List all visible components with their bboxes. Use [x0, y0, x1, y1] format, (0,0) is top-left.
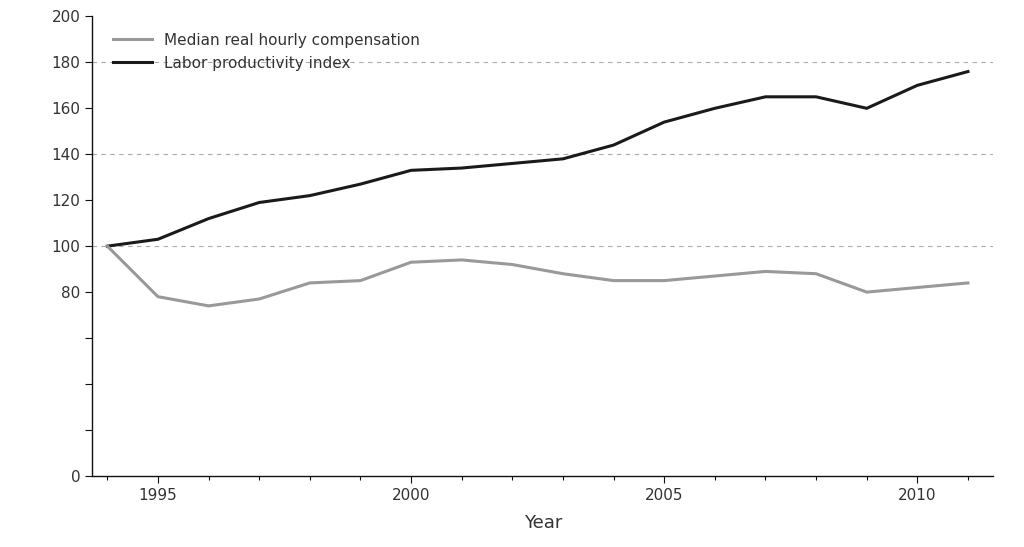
Median real hourly compensation [203, 302, 215, 309]
Median real hourly compensation [760, 268, 772, 275]
Median real hourly compensation [709, 273, 721, 280]
Median real hourly compensation [101, 243, 114, 249]
Median real hourly compensation [456, 257, 468, 263]
Labor productivity index [860, 105, 872, 112]
Labor productivity index [152, 236, 164, 242]
Labor productivity index [607, 142, 620, 148]
Median real hourly compensation [607, 277, 620, 284]
Median real hourly compensation [506, 261, 518, 268]
Median real hourly compensation [860, 289, 872, 295]
Median real hourly compensation [911, 284, 924, 291]
Labor productivity index [404, 167, 417, 173]
X-axis label: Year: Year [523, 514, 562, 532]
Labor productivity index [557, 155, 569, 162]
Labor productivity index [760, 94, 772, 100]
Labor productivity index [101, 243, 114, 249]
Median real hourly compensation [810, 270, 822, 277]
Legend: Median real hourly compensation, Labor productivity index: Median real hourly compensation, Labor p… [109, 28, 424, 75]
Line: Median real hourly compensation: Median real hourly compensation [108, 246, 968, 306]
Median real hourly compensation [404, 259, 417, 265]
Labor productivity index [253, 199, 265, 206]
Median real hourly compensation [304, 280, 316, 286]
Labor productivity index [962, 68, 974, 75]
Median real hourly compensation [962, 280, 974, 286]
Labor productivity index [709, 105, 721, 112]
Labor productivity index [354, 181, 367, 188]
Labor productivity index [506, 160, 518, 167]
Median real hourly compensation [152, 293, 164, 300]
Median real hourly compensation [658, 277, 671, 284]
Labor productivity index [203, 216, 215, 222]
Labor productivity index [810, 94, 822, 100]
Median real hourly compensation [354, 277, 367, 284]
Median real hourly compensation [557, 270, 569, 277]
Labor productivity index [911, 82, 924, 89]
Labor productivity index [658, 119, 671, 125]
Median real hourly compensation [253, 296, 265, 302]
Labor productivity index [304, 193, 316, 199]
Line: Labor productivity index: Labor productivity index [108, 72, 968, 246]
Labor productivity index [456, 165, 468, 171]
